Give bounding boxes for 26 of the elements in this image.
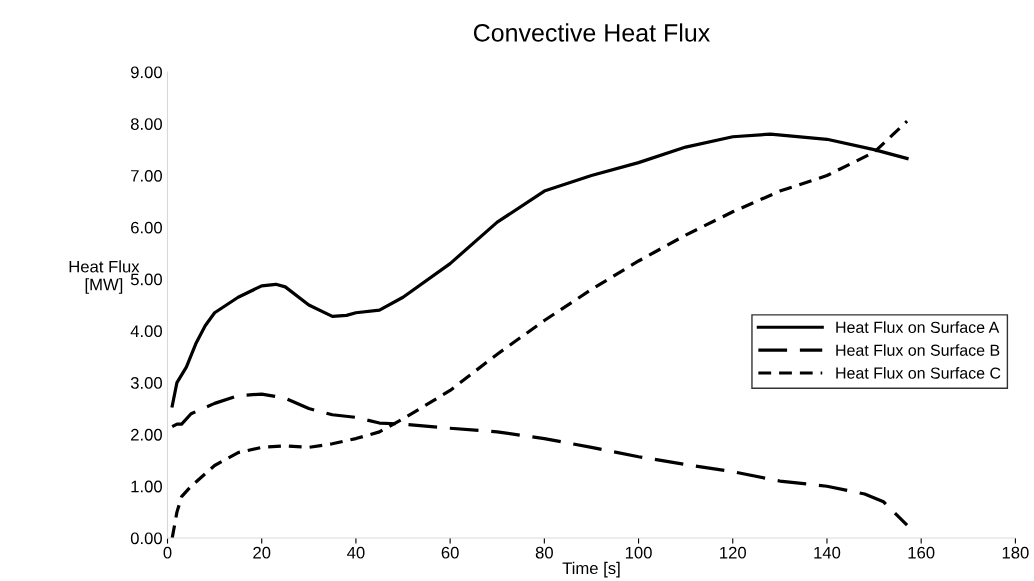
y-tick-label: 6.00 [131,221,162,234]
line-series [170,119,909,538]
y-tick-label: 4.00 [130,325,162,338]
y-tick-label: 3.00 [130,377,162,389]
y-tick-label: 1.00 [131,480,162,493]
x-tick-label: 100 [625,546,652,559]
y-tick-label: 9.00 [130,66,162,79]
y-tick-label: 0.00 [130,532,162,545]
legend-label: Heat Flux on Surface C [836,367,1001,379]
legend-label: Heat Flux on Surface A [836,321,1000,334]
x-tick-label: 180 [1002,546,1029,559]
y-tick-label: 2.00 [131,428,162,441]
x-tick-label: 140 [814,546,841,559]
x-tick-label: 40 [347,546,365,559]
y-tick-label: 5.00 [130,273,162,286]
x-tick-label: 80 [535,546,553,559]
chart-title: Convective Heat Flux [473,23,710,42]
x-tick-label: 160 [908,546,935,559]
x-tick-label: 60 [441,546,459,559]
y-tick-label: 7.00 [131,169,162,182]
x-axis-title: Time [s] [562,561,620,578]
x-tick-label: 20 [253,546,271,559]
legend-label: Heat Flux on Surface B [836,344,1000,356]
x-tick-label: 120 [720,546,747,559]
y-tick-label: 8.00 [130,118,162,130]
x-tick-label: 0 [163,546,172,559]
